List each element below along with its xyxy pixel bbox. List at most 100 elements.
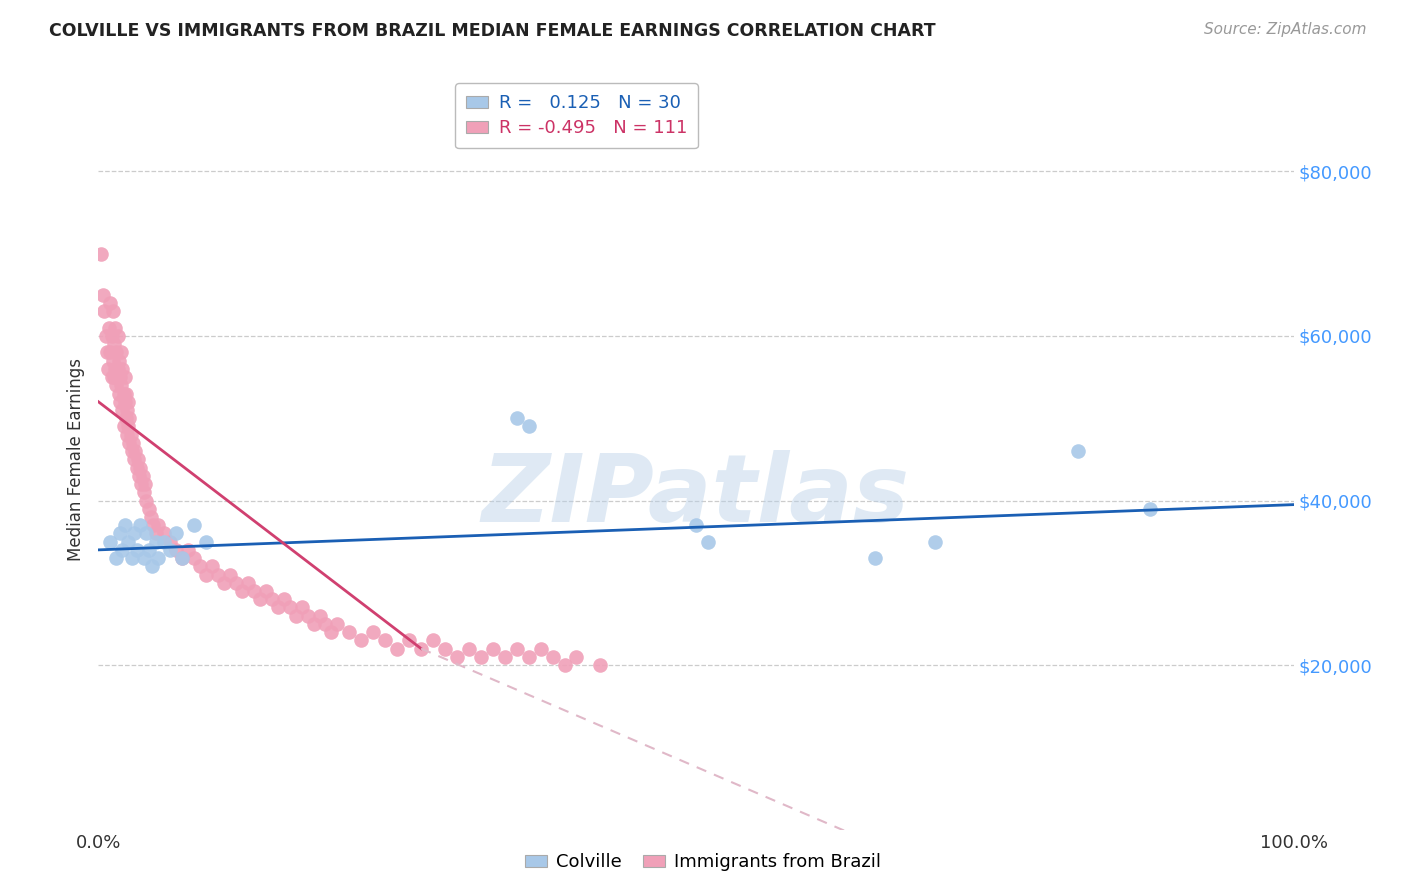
Point: [697, 534, 720, 549]
Point: [201, 559, 224, 574]
Point: [115, 427, 138, 442]
Point: [121, 551, 143, 566]
Point: [159, 534, 181, 549]
Point: [153, 526, 176, 541]
Point: [141, 559, 163, 574]
Point: [97, 362, 120, 376]
Point: [315, 616, 337, 631]
Point: [207, 567, 229, 582]
Legend: R =   0.125   N = 30, R = -0.495   N = 111: R = 0.125 N = 30, R = -0.495 N = 111: [456, 84, 697, 148]
Point: [115, 403, 138, 417]
Point: [177, 542, 200, 557]
Point: [924, 534, 946, 549]
Point: [291, 600, 314, 615]
Point: [128, 468, 150, 483]
Point: [100, 370, 122, 384]
Point: [114, 394, 136, 409]
Point: [117, 534, 139, 549]
Point: [108, 370, 131, 384]
Point: [124, 444, 146, 458]
Point: [308, 608, 330, 623]
Point: [506, 411, 529, 425]
Point: [1067, 444, 1090, 458]
Point: [118, 436, 141, 450]
Point: [326, 616, 349, 631]
Text: ZIPatlas: ZIPatlas: [482, 450, 910, 542]
Point: [114, 370, 136, 384]
Point: [278, 600, 301, 615]
Point: [148, 551, 170, 566]
Point: [124, 452, 146, 467]
Point: [374, 633, 396, 648]
Point: [105, 345, 128, 359]
Point: [131, 468, 153, 483]
Point: [145, 534, 167, 549]
Point: [195, 567, 218, 582]
Point: [284, 608, 307, 623]
Point: [117, 419, 139, 434]
Point: [105, 378, 128, 392]
Point: [103, 337, 125, 351]
Point: [114, 518, 136, 533]
Point: [142, 518, 165, 533]
Point: [434, 641, 457, 656]
Point: [132, 485, 155, 500]
Point: [172, 551, 194, 566]
Point: [98, 296, 122, 310]
Point: [422, 633, 444, 648]
Point: [302, 616, 325, 631]
Point: [517, 649, 540, 664]
Point: [225, 575, 247, 590]
Point: [481, 641, 505, 656]
Point: [107, 362, 129, 376]
Point: [183, 551, 205, 566]
Point: [1139, 501, 1161, 516]
Point: [153, 534, 176, 549]
Point: [112, 419, 135, 434]
Point: [103, 370, 125, 384]
Point: [350, 633, 373, 648]
Point: [121, 444, 143, 458]
Point: [195, 534, 218, 549]
Point: [446, 649, 468, 664]
Point: [124, 526, 146, 541]
Point: [125, 542, 148, 557]
Point: [398, 633, 420, 648]
Point: [231, 584, 253, 599]
Point: [139, 510, 162, 524]
Point: [107, 386, 129, 401]
Point: [165, 526, 187, 541]
Point: [100, 329, 122, 343]
Point: [219, 567, 242, 582]
Point: [104, 320, 127, 334]
Point: [107, 353, 129, 368]
Point: [470, 649, 492, 664]
Point: [132, 551, 155, 566]
Point: [517, 419, 540, 434]
Point: [93, 304, 115, 318]
Point: [129, 518, 152, 533]
Point: [122, 436, 145, 450]
Point: [98, 320, 121, 334]
Point: [129, 460, 152, 475]
Y-axis label: Median Female Earnings: Median Female Earnings: [67, 358, 86, 561]
Point: [506, 641, 529, 656]
Point: [554, 658, 576, 673]
Point: [145, 526, 167, 541]
Point: [101, 353, 124, 368]
Point: [165, 542, 187, 557]
Point: [115, 411, 138, 425]
Point: [108, 526, 131, 541]
Point: [297, 608, 319, 623]
Point: [138, 542, 160, 557]
Point: [110, 378, 132, 392]
Point: [111, 542, 134, 557]
Point: [865, 551, 887, 566]
Point: [138, 501, 160, 516]
Point: [96, 345, 118, 359]
Point: [117, 394, 139, 409]
Point: [98, 534, 122, 549]
Point: [541, 649, 564, 664]
Point: [685, 518, 707, 533]
Point: [110, 345, 132, 359]
